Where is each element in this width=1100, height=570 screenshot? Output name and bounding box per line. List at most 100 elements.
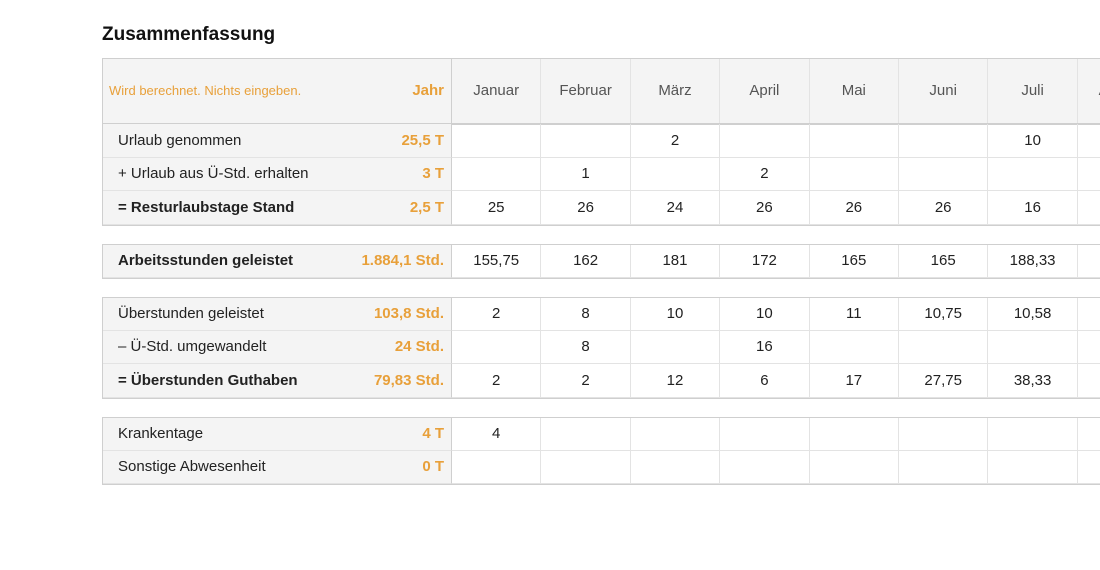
cell-value: [630, 450, 721, 484]
year-header: Jahr: [342, 58, 452, 124]
cell-value: [809, 157, 899, 191]
row-total: 1.884,1 Std.: [342, 244, 452, 278]
cell-value: 10: [988, 124, 1078, 158]
cell-value: 188,33: [988, 244, 1078, 278]
cell-value: [988, 330, 1078, 364]
row-label: = Resturlaubstage Stand: [102, 191, 342, 225]
cell-value: 2: [452, 364, 542, 398]
row-total: 2,5 T: [342, 191, 452, 225]
cell-value: 4: [452, 417, 542, 451]
cell-value: 16: [988, 191, 1078, 225]
cell-value: [1077, 191, 1100, 225]
row-label: + Urlaub aus Ü-Std. erhalten: [102, 157, 342, 191]
row-total: 79,83 Std.: [342, 364, 452, 398]
cell-value: [1077, 297, 1100, 331]
cell-value: [541, 417, 631, 451]
cell-value: 2: [541, 364, 631, 398]
cell-value: [809, 124, 899, 158]
cell-value: 10,75: [899, 297, 989, 331]
cell-value: [809, 417, 899, 451]
row-total: 103,8 Std.: [342, 297, 452, 331]
cell-value: [899, 417, 989, 451]
cell-value: [899, 157, 989, 191]
section-title: Zusammenfassung: [102, 24, 276, 45]
cell-value: 162: [541, 244, 631, 278]
cell-value: [630, 157, 721, 191]
cell-value: 25: [452, 191, 542, 225]
row-label: – Ü-Std. umgewandelt: [102, 330, 342, 364]
row-label: Urlaub genommen: [102, 124, 342, 158]
cell-value: [720, 417, 810, 451]
cell-value: 10: [630, 297, 721, 331]
cell-value: 26: [541, 191, 631, 225]
cell-value: [899, 330, 989, 364]
cell-value: [988, 157, 1078, 191]
cell-value: [1077, 417, 1100, 451]
cell-value: 2: [630, 124, 721, 158]
cell-value: 26: [899, 191, 989, 225]
cell-value: [452, 124, 542, 158]
row-label: Krankentage: [102, 417, 342, 451]
cell-value: [452, 450, 542, 484]
cell-value: 165: [809, 244, 899, 278]
cell-value: [988, 417, 1078, 451]
cell-value: 26: [809, 191, 899, 225]
month-header: Januar: [452, 58, 542, 124]
cell-value: [809, 330, 899, 364]
cell-value: 1: [541, 157, 631, 191]
row-label: Überstunden geleistet: [102, 297, 342, 331]
cell-value: 26: [720, 191, 810, 225]
cell-value: 6: [720, 364, 810, 398]
row-total: 0 T: [342, 450, 452, 484]
row-total: 25,5 T: [342, 124, 452, 158]
month-header: August: [1077, 58, 1100, 124]
cell-value: [541, 124, 631, 158]
cell-value: 181: [630, 244, 721, 278]
cell-value: [988, 450, 1078, 484]
cell-value: [630, 417, 721, 451]
cell-value: [720, 124, 810, 158]
row-label: = Überstunden Guthaben: [102, 364, 342, 398]
cell-value: 27,75: [899, 364, 989, 398]
cell-value: 10: [720, 297, 810, 331]
cell-value: [899, 450, 989, 484]
cell-value: 8: [541, 330, 631, 364]
cell-value: 24: [630, 191, 721, 225]
cell-value: [899, 124, 989, 158]
cell-value: 11: [809, 297, 899, 331]
month-header: Juni: [899, 58, 989, 124]
note: Wird berechnet. Nichts eingeben.: [102, 58, 342, 124]
cell-value: 12: [630, 364, 721, 398]
cell-value: [1077, 244, 1100, 278]
month-header: Juli: [988, 58, 1078, 124]
cell-value: 172: [720, 244, 810, 278]
cell-value: [630, 330, 721, 364]
cell-value: [1077, 158, 1100, 191]
cell-value: [720, 450, 810, 484]
cell-value: [1077, 331, 1100, 364]
row-total: 3 T: [342, 157, 452, 191]
month-header: März: [630, 58, 721, 124]
row-label: Arbeitsstunden geleistet: [102, 244, 342, 278]
row-total: 24 Std.: [342, 330, 452, 364]
cell-value: [452, 157, 542, 191]
cell-value: [1077, 124, 1100, 158]
cell-value: 2: [720, 157, 810, 191]
row-total: 4 T: [342, 417, 452, 451]
cell-value: [809, 450, 899, 484]
cell-value: [1077, 451, 1100, 484]
cell-value: [541, 450, 631, 484]
month-header: Mai: [809, 58, 899, 124]
cell-value: [1077, 364, 1100, 398]
cell-value: 17: [809, 364, 899, 398]
cell-value: 155,75: [452, 244, 542, 278]
cell-value: 2: [452, 297, 542, 331]
cell-value: 10,58: [988, 297, 1078, 331]
cell-value: 8: [541, 297, 631, 331]
cell-value: 16: [720, 330, 810, 364]
row-label: Sonstige Abwesenheit: [102, 450, 342, 484]
cell-value: 38,33: [988, 364, 1078, 398]
month-header: Februar: [541, 58, 631, 124]
cell-value: [452, 330, 542, 364]
